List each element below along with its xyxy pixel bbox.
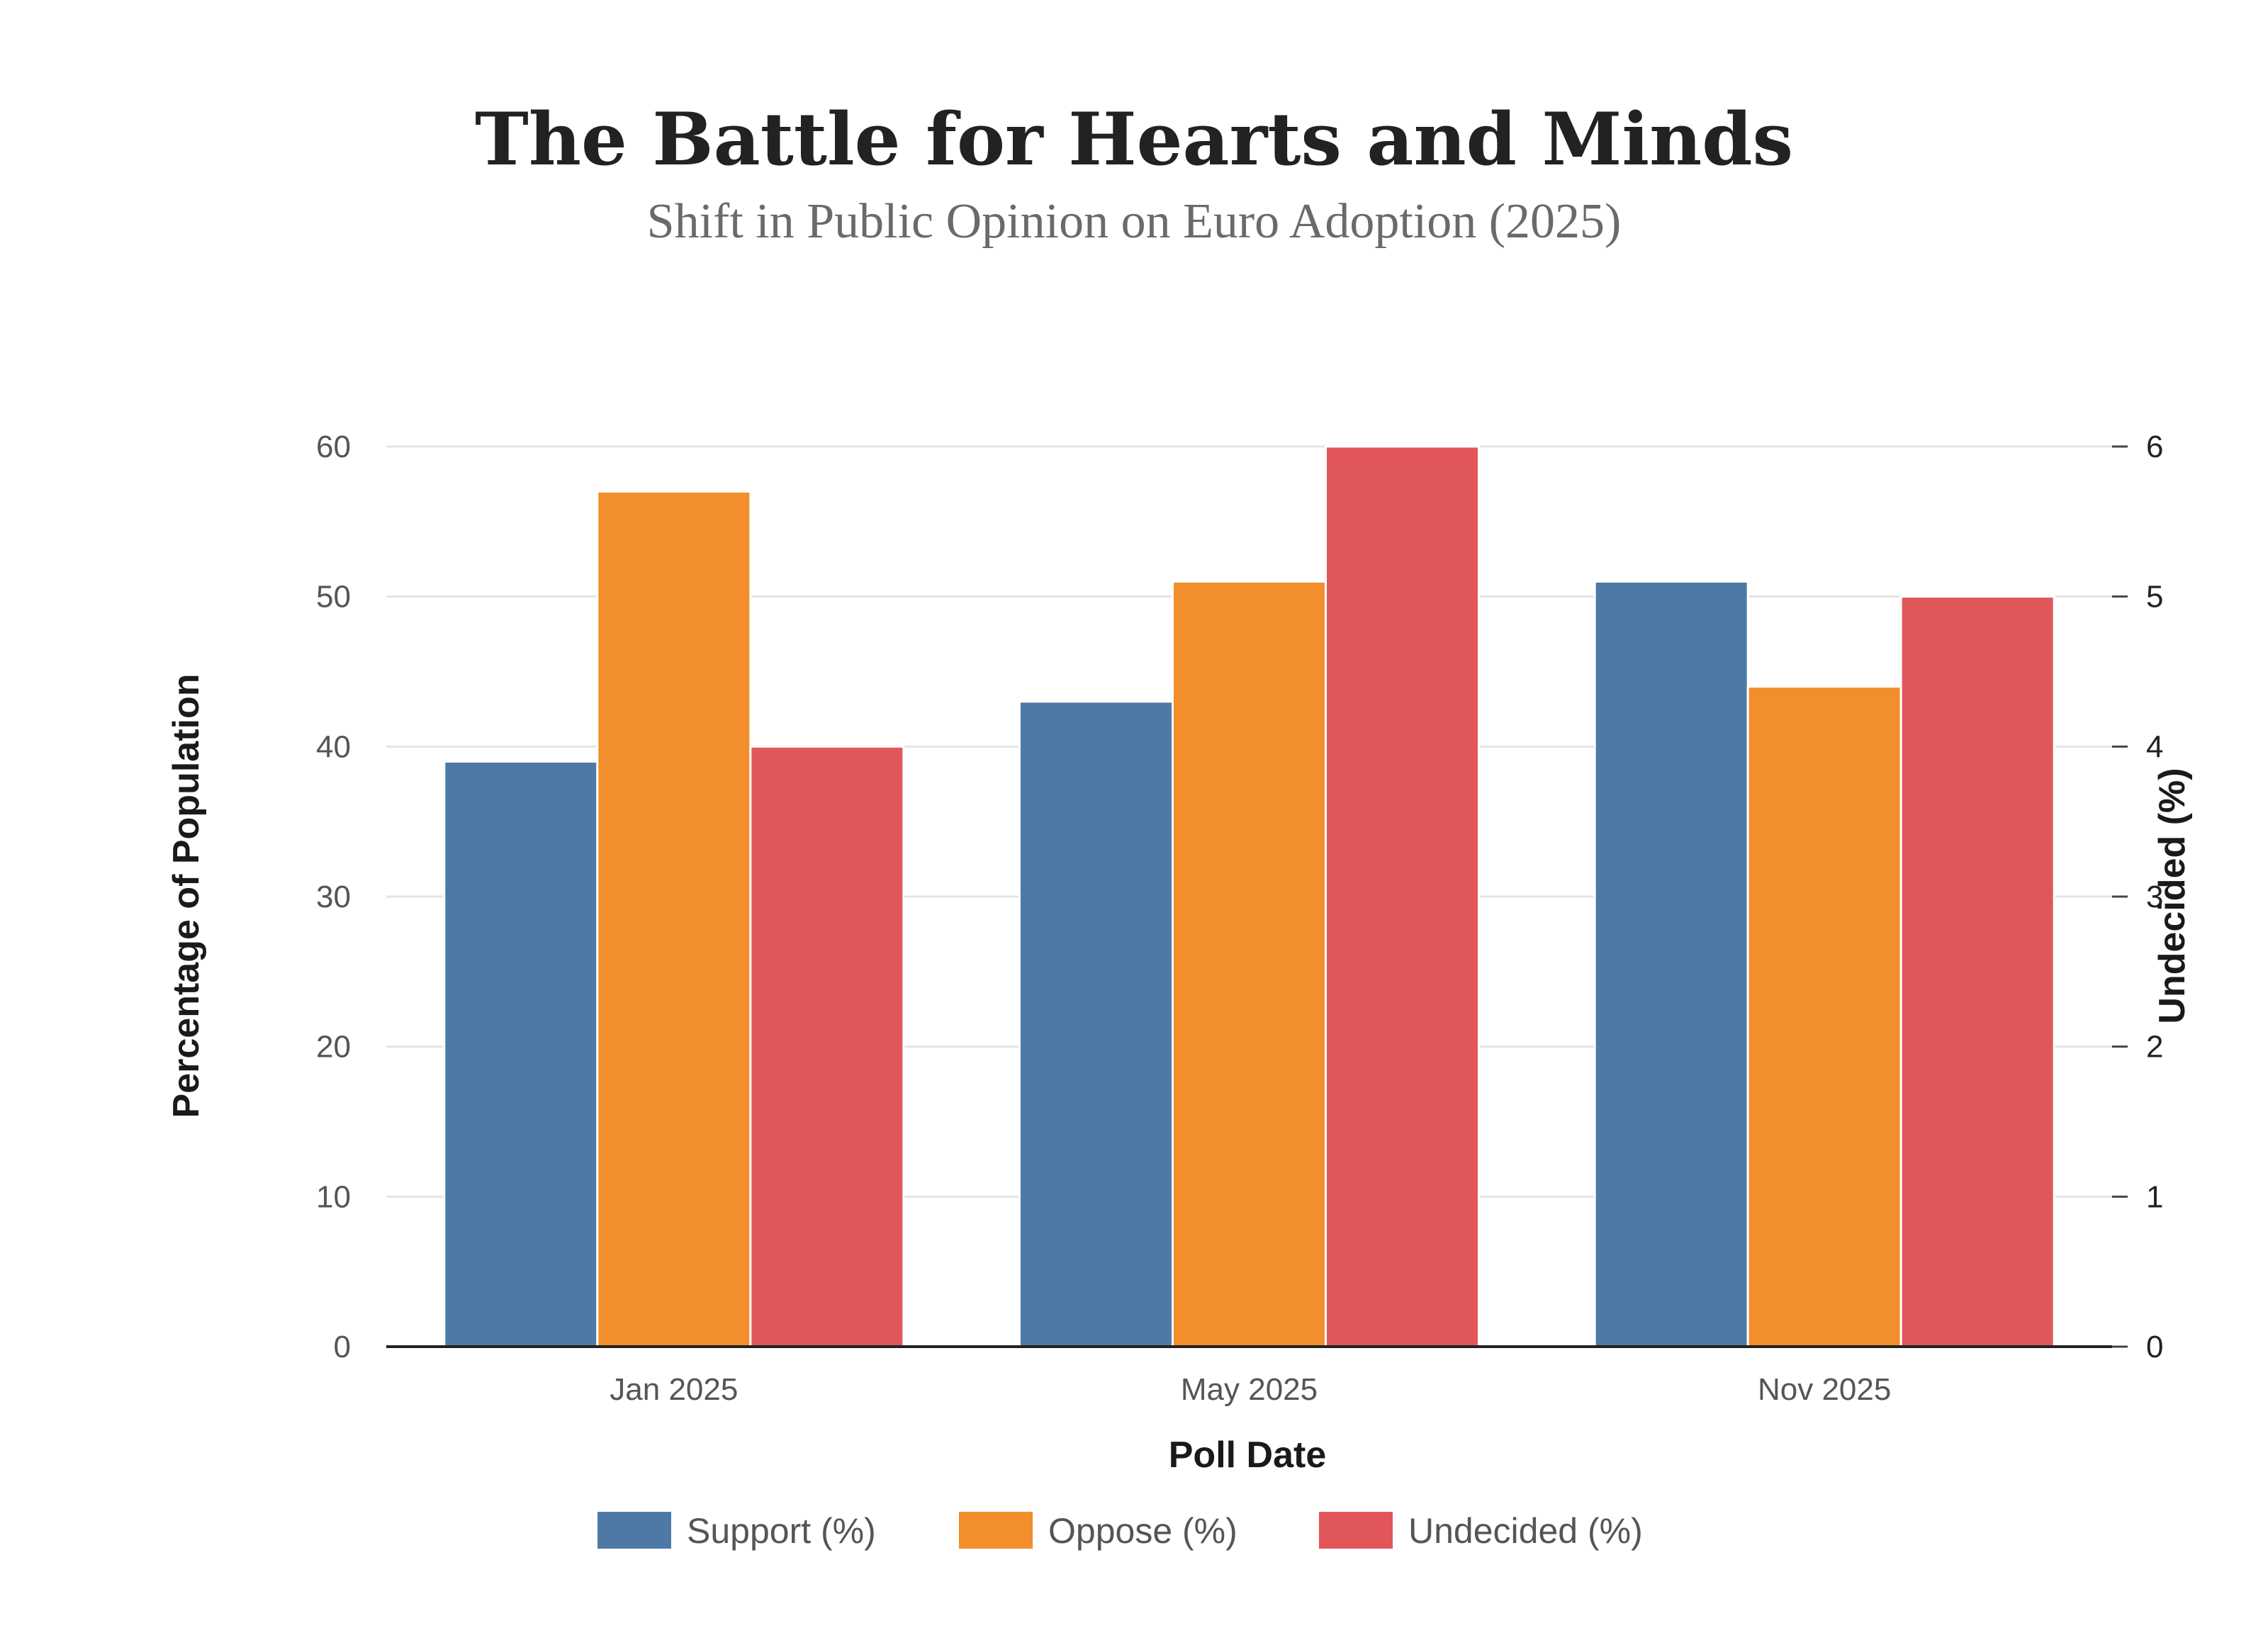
- y-tick-label: 30: [316, 880, 351, 914]
- y2-tick-label: 2: [2146, 1030, 2163, 1065]
- y2-axis-title: Undecided (%): [2152, 768, 2193, 1023]
- y-tick-label: 50: [316, 580, 351, 615]
- bar-oppose-2: [1172, 580, 1327, 1348]
- legend-label-support: Support (%): [687, 1511, 876, 1551]
- y-tick-label: 20: [316, 1030, 351, 1065]
- bar-oppose-3: [1746, 685, 1902, 1348]
- x-tick-label: Jan 2025: [610, 1372, 738, 1407]
- legend-label-undecided: Undecided (%): [1408, 1511, 1643, 1551]
- chart-title: The Battle for Hearts and Minds: [475, 97, 1793, 182]
- bar-undecided-1: [749, 745, 905, 1348]
- y-tick-label: 40: [316, 729, 351, 764]
- y2-tick-label: 0: [2146, 1330, 2163, 1364]
- bar-support-3: [1593, 580, 1749, 1348]
- legend-swatch-oppose: [959, 1512, 1033, 1549]
- bar-oppose-1: [596, 490, 752, 1348]
- y-tick-label: 0: [334, 1330, 351, 1364]
- legend-swatch-support: [597, 1512, 671, 1549]
- axes: 0 10 20 30 40 50 60 0 1 2 3 4 5 6 Jan 2025 May 2025 Nov …: [316, 430, 2163, 1407]
- bar-undecided-3: [1899, 595, 2055, 1348]
- legend: Support (%) Oppose (%) Undecided (%): [597, 1511, 1643, 1551]
- legend-label-oppose: Oppose (%): [1048, 1511, 1237, 1551]
- y-tick-label: 60: [316, 430, 351, 464]
- bar-undecided-2: [1325, 445, 1480, 1348]
- x-tick-label: Nov 2025: [1758, 1372, 1891, 1407]
- y2-tick-label: 6: [2146, 430, 2163, 464]
- y2-tick-label: 3: [2146, 880, 2163, 914]
- bar-support-1: [443, 761, 599, 1348]
- legend-swatch-undecided: [1319, 1512, 1393, 1549]
- x-axis-title: Poll Date: [1169, 1435, 1327, 1476]
- chart-subtitle: Shift in Public Opinion on Euro Adoption…: [647, 194, 1622, 249]
- y-tick-label: 10: [316, 1179, 351, 1214]
- bars: [443, 445, 2055, 1348]
- x-tick-label: May 2025: [1181, 1372, 1318, 1407]
- y-axis-title: Percentage of Population: [166, 674, 207, 1118]
- y2-tick-label: 5: [2146, 580, 2163, 615]
- bar-support-2: [1018, 700, 1174, 1348]
- y2-tick-label: 1: [2146, 1179, 2163, 1214]
- y2-tick-label: 4: [2146, 729, 2163, 764]
